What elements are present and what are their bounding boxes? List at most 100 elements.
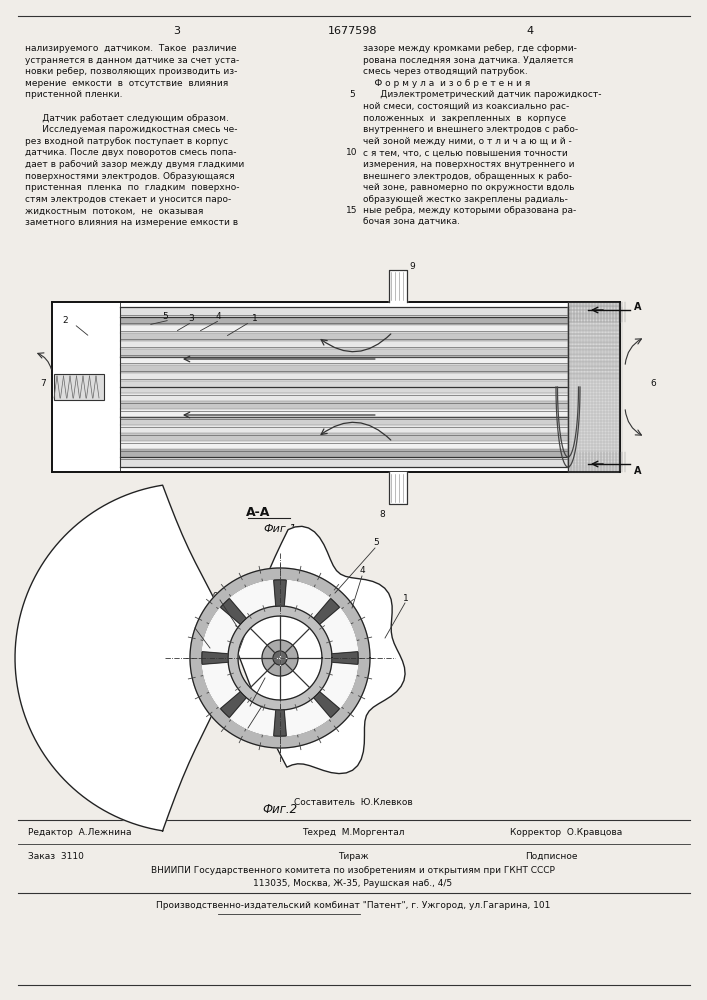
Text: 2: 2 [238,704,244,713]
Text: внешнего электродов, обращенных к рабо-: внешнего электродов, обращенных к рабо- [363,172,572,181]
Text: датчика. После двух поворотов смесь попа-: датчика. После двух поворотов смесь попа… [25,148,237,157]
Text: рована последняя зона датчика. Удаляется: рована последняя зона датчика. Удаляется [363,56,573,65]
Text: измерения, на поверхностях внутреннего и: измерения, на поверхностях внутреннего и [363,160,575,169]
Text: Диэлектрометрический датчик парожидкост-: Диэлектрометрический датчик парожидкост- [363,90,602,99]
Text: A: A [634,302,641,312]
Text: 9: 9 [410,262,416,271]
Bar [120,441,568,449]
Polygon shape [202,662,240,709]
Bar [120,341,568,349]
Bar [120,307,568,317]
Text: Техред  М.Моргентал: Техред М.Моргентал [302,828,404,837]
Bar [52,302,620,472]
Bar [120,401,568,409]
Polygon shape [202,607,240,654]
Polygon shape [15,485,405,831]
Text: Корректор  О.Кравцова: Корректор О.Кравцова [510,828,622,837]
Text: бочая зона датчика.: бочая зона датчика. [363,218,460,227]
Bar [120,393,568,401]
Text: 4: 4 [216,312,221,321]
Text: стям электродов стекает и уносится паро-: стям электродов стекает и уносится паро- [25,195,231,204]
Text: 1: 1 [403,594,409,603]
Bar [120,449,568,457]
Text: 5: 5 [162,312,168,321]
Text: пристенной пленки.: пристенной пленки. [25,90,122,99]
Text: мерение  емкости  в  отсутствие  влияния: мерение емкости в отсутствие влияния [25,79,228,88]
Text: 1677598: 1677598 [328,26,378,36]
Bar [120,433,568,441]
Text: дает в рабочий зазор между двумя гладкими: дает в рабочий зазор между двумя гладким… [25,160,244,169]
Text: жидкостным  потоком,  не  оказывая: жидкостным потоком, не оказывая [25,206,204,215]
Text: образующей жестко закреплены радиаль-: образующей жестко закреплены радиаль- [363,195,568,204]
Text: поверхностями электродов. Образующаяся: поверхностями электродов. Образующаяся [25,172,235,181]
Text: 2: 2 [62,316,68,325]
Text: ные ребра, между которыми образована ра-: ные ребра, между которыми образована ра- [363,206,576,215]
Text: смесь через отводящий патрубок.: смесь через отводящий патрубок. [363,67,527,76]
Text: 3: 3 [188,314,194,323]
Polygon shape [389,270,407,302]
Polygon shape [389,472,407,504]
Polygon shape [332,652,358,664]
Text: заметного влияния на измерение емкости в: заметного влияния на измерение емкости в [25,218,238,227]
Text: 1: 1 [252,314,258,323]
Polygon shape [568,452,620,472]
Text: пристенная  пленка  по  гладким  поверхно-: пристенная пленка по гладким поверхно- [25,183,240,192]
Bar [120,457,568,467]
Bar [120,333,568,341]
Bar [120,417,568,425]
Bar [120,409,568,417]
Text: Датчик работает следующим образом.: Датчик работает следующим образом. [25,114,229,123]
Polygon shape [314,599,339,624]
Polygon shape [273,651,287,665]
Text: Тираж: Тираж [338,852,368,861]
Text: с я тем, что, с целью повышения точности: с я тем, что, с целью повышения точности [363,148,568,157]
Polygon shape [228,606,332,710]
Text: Составитель  Ю.Клевков: Составитель Ю.Клевков [293,798,412,807]
Text: 113035, Москва, Ж-35, Раушская наб., 4/5: 113035, Москва, Ж-35, Раушская наб., 4/5 [253,879,452,888]
Text: 4: 4 [360,566,366,575]
Polygon shape [202,652,228,664]
Text: ВНИИПИ Государственного комитета по изобретениям и открытиям при ГКНТ СССР: ВНИИПИ Государственного комитета по изоб… [151,866,555,875]
Text: нализируемого  датчиком.  Такое  различие: нализируемого датчиком. Такое различие [25,44,237,53]
Text: положенных  и  закрепленных  в  корпусе: положенных и закрепленных в корпусе [363,114,566,123]
Text: новки ребер, позволяющих производить из-: новки ребер, позволяющих производить из- [25,67,238,76]
Bar [568,307,620,467]
Polygon shape [274,580,286,606]
Text: Заказ  3110: Заказ 3110 [28,852,84,861]
Text: 6: 6 [650,379,656,388]
Bar [120,325,568,333]
Polygon shape [190,568,370,748]
Text: устраняется в данном датчике за счет уста-: устраняется в данном датчике за счет уст… [25,56,239,65]
Bar [120,365,568,373]
Text: 5: 5 [373,538,379,547]
Bar [120,349,568,357]
Bar [120,373,568,381]
Polygon shape [221,599,246,624]
Text: 10: 10 [346,148,358,157]
Polygon shape [284,698,331,736]
Bar [54,374,104,400]
Text: A: A [634,466,641,476]
Polygon shape [314,692,339,717]
Text: Фиг.1: Фиг.1 [263,524,297,534]
Text: Подписное: Подписное [525,852,578,861]
Text: внутреннего и внешнего электродов с рабо-: внутреннего и внешнего электродов с рабо… [363,125,578,134]
Polygon shape [284,580,331,618]
Text: чей зоной между ними, о т л и ч а ю щ и й -: чей зоной между ними, о т л и ч а ю щ и … [363,137,572,146]
Text: Производственно-издательский комбинат "Патент", г. Ужгород, ул.Гагарина, 101: Производственно-издательский комбинат "П… [156,901,550,910]
Polygon shape [221,692,246,717]
Text: 4: 4 [527,26,534,36]
Text: 11: 11 [236,726,247,735]
Text: 10: 10 [208,592,219,601]
Text: 3: 3 [173,26,180,36]
Polygon shape [274,710,286,736]
Text: Ф о р м у л а  и з о б р е т е н и я: Ф о р м у л а и з о б р е т е н и я [363,79,530,88]
Text: 3: 3 [184,620,189,629]
Bar [120,357,568,365]
Text: А-А: А-А [246,506,270,519]
Text: зазоре между кромками ребер, где сформи-: зазоре между кромками ребер, где сформи- [363,44,577,53]
Polygon shape [320,662,358,709]
Bar [120,381,568,393]
Text: 15: 15 [346,206,358,215]
Text: Редактор  А.Лежнина: Редактор А.Лежнина [28,828,132,837]
